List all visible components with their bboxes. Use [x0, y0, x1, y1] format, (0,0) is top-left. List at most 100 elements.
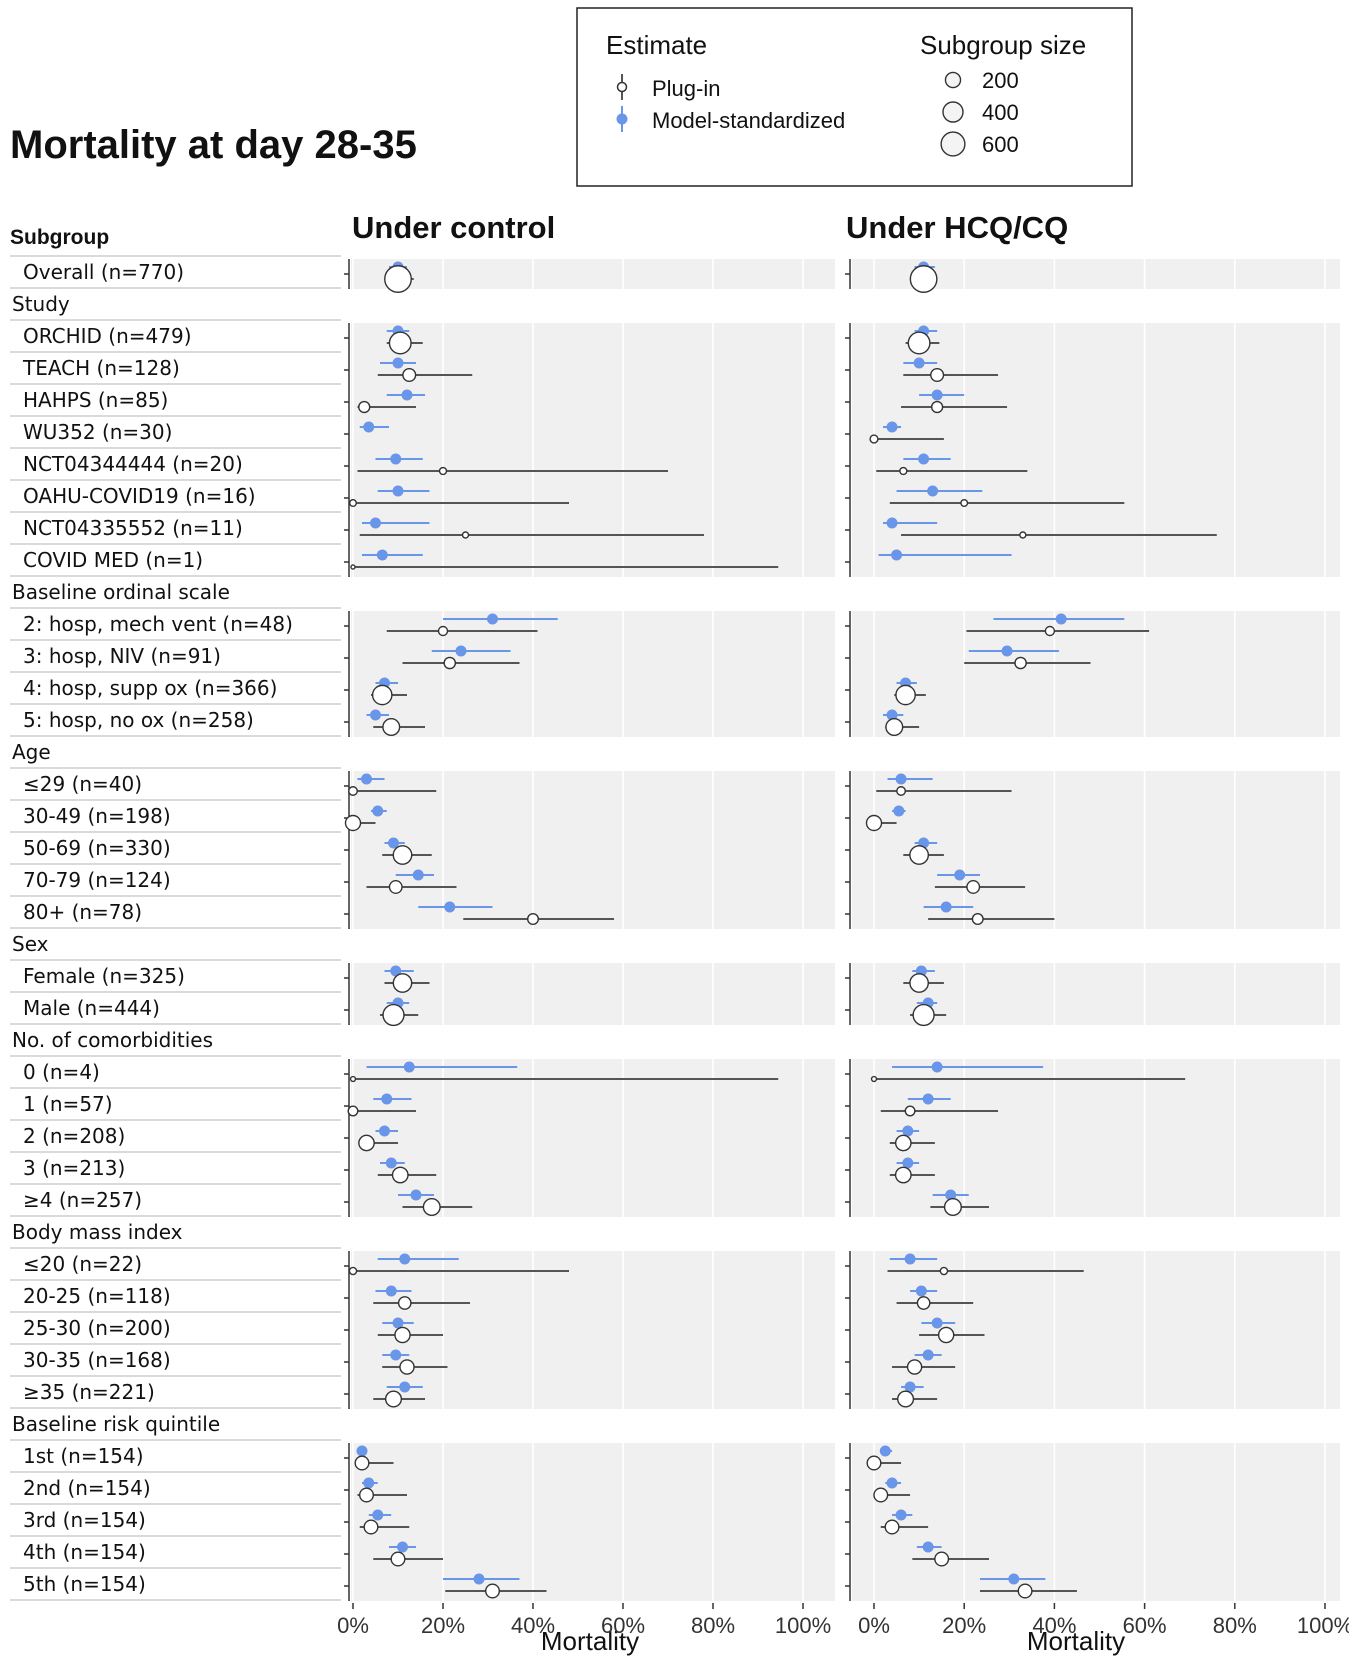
- plugin-point: [934, 1551, 950, 1567]
- model-point: [410, 1189, 422, 1201]
- plugin-point: [904, 1105, 916, 1117]
- subgroup-label: HAHPS (n=85): [23, 388, 168, 412]
- plugin-point: [443, 656, 457, 670]
- subgroup-label: Overall (n=770): [23, 260, 184, 284]
- model-point: [356, 1445, 368, 1457]
- model-point: [385, 1157, 397, 1169]
- plugin-point: [912, 1003, 935, 1027]
- plugin-point: [896, 786, 907, 796]
- panel-background: [351, 1059, 835, 1217]
- panel-background: [852, 1443, 1340, 1601]
- plugin-point: [348, 1266, 358, 1276]
- model-point: [379, 1125, 390, 1137]
- legend-size-label: 600: [982, 132, 1019, 157]
- subgroup-label: ≥4 (n=257): [23, 1188, 142, 1212]
- plugin-point: [906, 1359, 923, 1375]
- subgroup-label: 2: hosp, mech vent (n=48): [23, 612, 293, 636]
- model-point: [918, 453, 930, 465]
- model-point: [940, 901, 952, 913]
- panel-background: [852, 771, 1340, 929]
- plugin-point: [394, 1326, 411, 1344]
- subgroup-label: 80+ (n=78): [23, 900, 142, 924]
- panel-under-hcq: 0% 20% 40% 60% 80% 100%: [845, 259, 1349, 1638]
- legend-size-circle: [940, 131, 966, 157]
- group-header-label: Baseline risk quintile: [12, 1412, 220, 1436]
- model-point: [886, 421, 898, 433]
- model-point: [1001, 645, 1013, 657]
- panel-background: [351, 963, 835, 1025]
- subgroup-label: OAHU-COVID19 (n=16): [23, 484, 256, 508]
- plugin-point: [350, 564, 356, 570]
- model-point: [444, 901, 456, 913]
- plugin-point: [388, 331, 412, 355]
- legend-model-icon: [616, 113, 628, 125]
- x-tick-label: 40%: [511, 1613, 555, 1638]
- plugin-point: [363, 1519, 379, 1535]
- panel-background: [852, 1251, 1340, 1409]
- legend-model-label: Model-standardized: [652, 108, 845, 133]
- plugin-point: [939, 1266, 949, 1276]
- x-tick-label: 100%: [775, 1613, 831, 1638]
- subgroup-label: TEACH (n=128): [22, 356, 180, 380]
- model-point: [401, 389, 413, 401]
- panel-title-control: Under control: [352, 210, 555, 245]
- x-tick-label: 40%: [1032, 1613, 1076, 1638]
- plugin-point: [437, 625, 449, 637]
- x-tick-label: 0%: [337, 1613, 369, 1638]
- legend-box: [576, 7, 1133, 187]
- plugin-point: [885, 717, 904, 737]
- model-point: [487, 613, 498, 625]
- subgroup-label: 5: hosp, no ox (n=258): [23, 708, 254, 732]
- group-header-label: Sex: [12, 932, 49, 956]
- panel-background: [351, 323, 835, 577]
- model-point: [370, 517, 381, 529]
- plugin-point: [392, 973, 413, 993]
- panel-background: [351, 1251, 835, 1409]
- plugin-point: [399, 1359, 415, 1375]
- plugin-point: [384, 1390, 403, 1408]
- plugin-point: [943, 1197, 962, 1217]
- subgroup-label: COVID MED (n=1): [23, 548, 203, 572]
- legend-plugin-label: Plug-in: [652, 76, 720, 101]
- subgroup-label: 25-30 (n=200): [23, 1316, 171, 1340]
- model-point: [886, 709, 898, 721]
- plugin-point: [391, 1166, 409, 1184]
- plugin-point: [1044, 625, 1056, 637]
- subgroup-label: Male (n=444): [23, 996, 160, 1020]
- model-point: [370, 709, 381, 721]
- plugin-point: [347, 1105, 359, 1117]
- plugin-point: [354, 1455, 370, 1471]
- subgroup-label: 50-69 (n=330): [23, 836, 171, 860]
- plugin-point: [897, 1390, 915, 1408]
- x-tick-label: 20%: [942, 1613, 986, 1638]
- plugin-point: [971, 912, 984, 926]
- subgroup-label: 30-49 (n=198): [23, 804, 171, 828]
- model-point: [399, 1253, 411, 1265]
- model-point: [390, 965, 402, 977]
- plugin-point: [358, 400, 371, 414]
- model-point: [904, 1381, 916, 1393]
- x-tick-label: 0%: [858, 1613, 890, 1638]
- subgroup-label: ORCHID (n=479): [23, 324, 192, 348]
- plugin-point: [907, 331, 931, 355]
- plugin-point: [909, 265, 938, 293]
- plugin-point: [349, 499, 357, 507]
- model-point: [891, 549, 903, 561]
- subgroup-labels: Overall (n=770) Study ORCHID (n=479) TEACH …: [10, 255, 341, 1601]
- model-point: [954, 869, 966, 881]
- plugin-point: [895, 684, 916, 706]
- subgroup-label: 4th (n=154): [23, 1540, 146, 1564]
- panel-background: [351, 611, 835, 737]
- subgroup-label: 3 (n=213): [23, 1156, 125, 1180]
- panel-background: [852, 1059, 1340, 1217]
- plugin-point: [937, 1326, 955, 1344]
- plugin-point: [966, 880, 981, 894]
- panel-under-control: 0% 20% 40% 60% 80% 100%: [337, 259, 835, 1638]
- group-header-label: Study: [12, 292, 70, 316]
- x-axis-title-control: Mortality: [541, 1626, 639, 1656]
- plugin-point: [930, 367, 945, 383]
- model-point: [922, 1349, 934, 1361]
- plugin-point: [865, 814, 883, 832]
- model-point: [902, 1125, 914, 1137]
